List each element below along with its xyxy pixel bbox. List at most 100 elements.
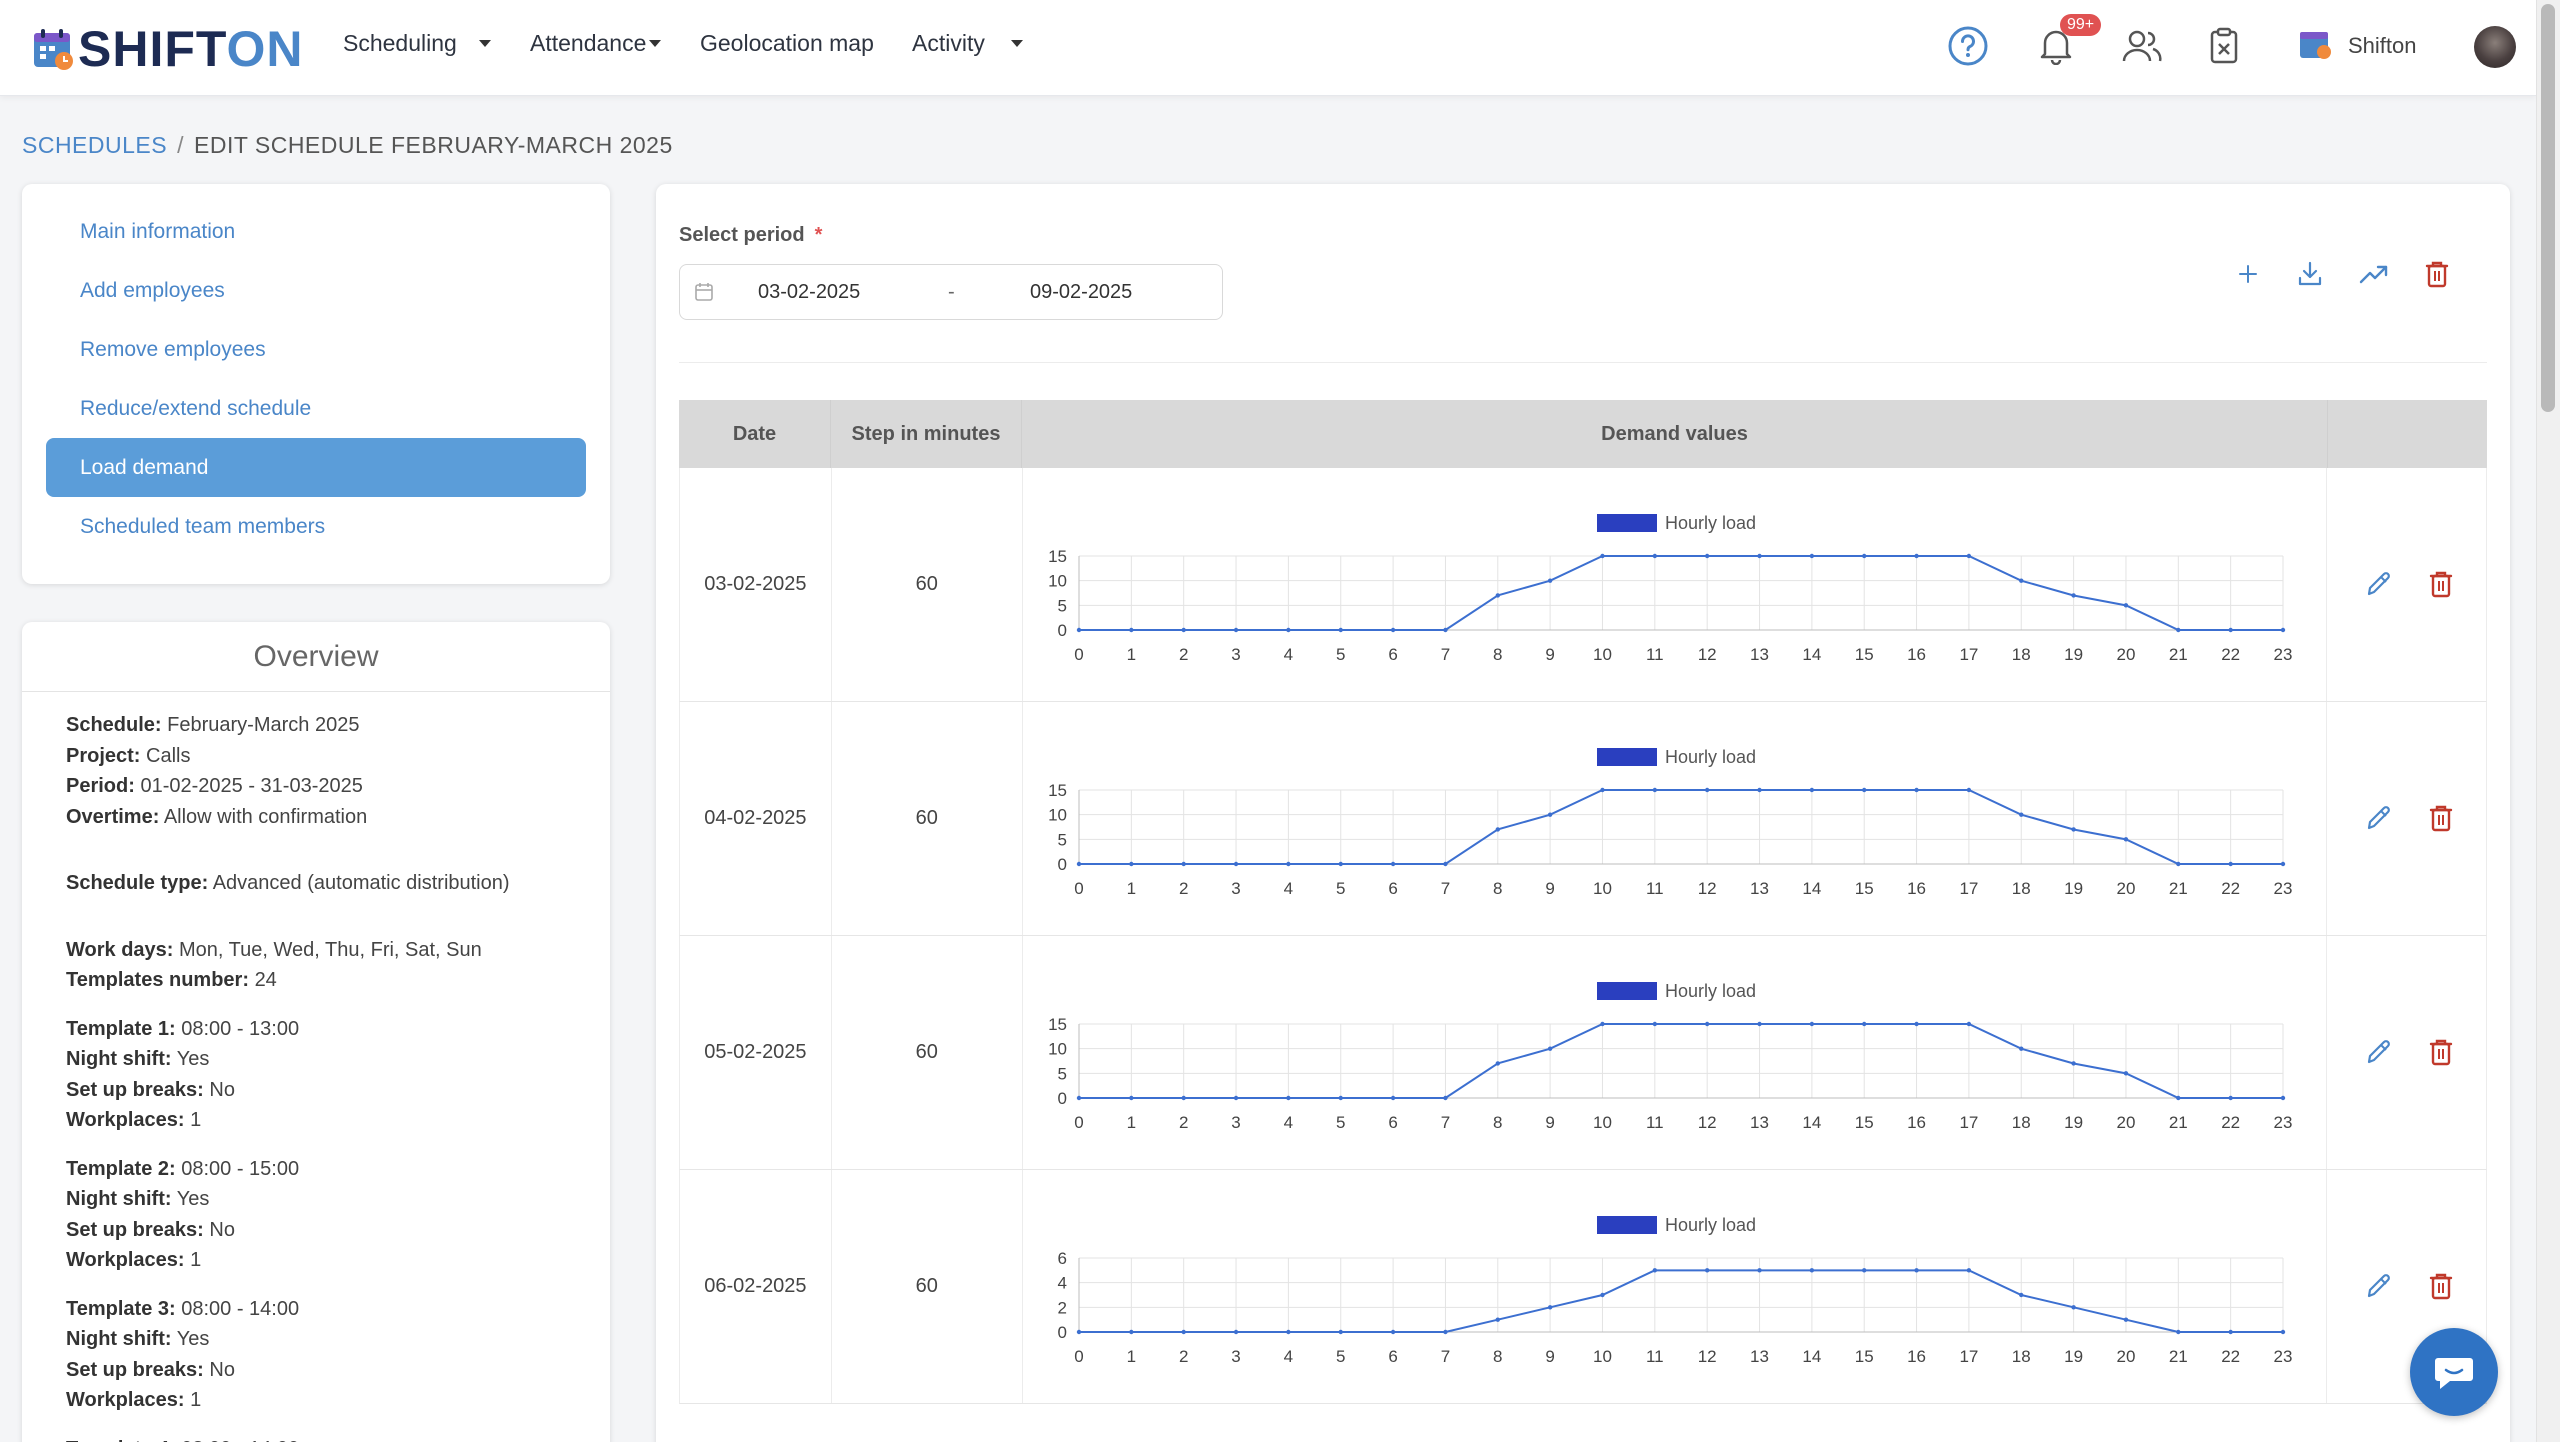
delete-trash-icon[interactable]	[2421, 1266, 2461, 1306]
x-tick-label: 17	[1959, 645, 1978, 664]
delete-trash-icon[interactable]	[2421, 564, 2461, 604]
page-scrollbar[interactable]	[2536, 0, 2560, 1442]
legend-label: Hourly load	[1665, 981, 1756, 1001]
legend-label: Hourly load	[1665, 513, 1756, 533]
hourly-load-point	[2071, 827, 2076, 832]
hourly-load-point	[2175, 861, 2181, 867]
hourly-load-point	[1809, 1268, 1814, 1273]
edit-pencil-icon[interactable]	[2359, 798, 2399, 838]
delete-trash-icon[interactable]	[2421, 798, 2461, 838]
table-row: 03-02-2025 60 Hourly load 0 1 2 3 4 5 6 7 8 9 10 11 12 1…	[679, 468, 2487, 702]
clipboard-task-icon[interactable]	[2202, 24, 2246, 68]
edit-pencil-icon[interactable]	[2359, 1032, 2399, 1072]
menu-scheduled-team-members[interactable]: Scheduled team members	[80, 514, 326, 538]
x-tick-label: 21	[2168, 645, 2187, 664]
hourly-load-point	[1338, 627, 1343, 633]
menu-reduce-extend-schedule[interactable]: Reduce/extend schedule	[80, 396, 312, 420]
x-tick-label: 16	[1907, 879, 1926, 898]
notifications-bell-icon[interactable]: 99+	[2034, 14, 2102, 68]
hourly-load-point	[1495, 1061, 1500, 1066]
x-tick-label: 19	[2064, 1113, 2083, 1132]
hourly-load-point	[1390, 627, 1395, 633]
x-tick-label: 8	[1493, 1347, 1502, 1366]
edit-pencil-icon[interactable]	[2359, 1266, 2399, 1306]
ov-project-label: Project:	[66, 744, 141, 767]
x-tick-label: 21	[2168, 1347, 2187, 1366]
breadcrumb-schedules-link[interactable]: SCHEDULES	[22, 132, 168, 158]
menu-remove-employees[interactable]: Remove employees	[80, 337, 266, 361]
nav-attendance[interactable]: Attendance	[530, 30, 662, 57]
x-tick-label: 9	[1545, 1347, 1554, 1366]
scrollbar-thumb[interactable]	[2541, 4, 2555, 412]
x-tick-label: 4	[1283, 1113, 1292, 1132]
hourly-load-point	[2280, 1095, 2285, 1101]
row-date: 04-02-2025	[680, 702, 832, 935]
shifton-logo[interactable]: SHIFTON	[32, 21, 304, 77]
hourly-load-point	[1861, 1268, 1867, 1273]
x-tick-label: 18	[2011, 645, 2030, 664]
hourly-load-point	[1495, 1317, 1500, 1322]
hourly-load-point	[2228, 1095, 2233, 1101]
x-tick-label: 10	[1593, 645, 1612, 664]
x-tick-label: 8	[1493, 879, 1502, 898]
menu-load-demand[interactable]: Load demand	[46, 438, 586, 497]
x-tick-label: 8	[1493, 1113, 1502, 1132]
hourly-load-point	[1704, 553, 1709, 559]
hourly-load-point	[1390, 1329, 1395, 1335]
delete-all-trash-icon[interactable]	[2415, 252, 2459, 296]
period-date-range-picker[interactable]: 03-02-2025 - 09-02-2025	[679, 264, 1223, 320]
x-tick-label: 3	[1231, 879, 1240, 898]
delete-trash-icon[interactable]	[2421, 1032, 2461, 1072]
company-switcher[interactable]: Shifton	[2296, 26, 2417, 66]
x-tick-label: 7	[1440, 645, 1449, 664]
x-tick-label: 16	[1907, 1347, 1926, 1366]
menu-main-information[interactable]: Main information	[80, 219, 236, 243]
logo-text: SHIFTON	[78, 20, 304, 78]
nav-activity[interactable]: Activity	[912, 30, 1023, 57]
hourly-load-point	[2018, 1046, 2024, 1051]
hourly-load-point	[2175, 1095, 2181, 1101]
users-icon[interactable]	[2120, 24, 2164, 68]
company-logo-icon	[2300, 32, 2331, 59]
overview-card: Overview Schedule: February-March 2025 P…	[22, 622, 610, 1442]
add-icon[interactable]	[2226, 252, 2270, 296]
chat-support-icon[interactable]	[2410, 1328, 2498, 1416]
edit-pencil-icon[interactable]	[2359, 564, 2399, 604]
hourly-load-point	[1547, 578, 1552, 583]
hourly-load-point	[1966, 787, 1971, 793]
period-to-date[interactable]: 09-02-2025	[1030, 280, 1133, 303]
hourly-load-point	[1181, 627, 1186, 633]
x-tick-label: 16	[1907, 645, 1926, 664]
hourly-load-point	[2228, 861, 2233, 867]
nav-geolocation-map[interactable]: Geolocation map	[700, 30, 874, 57]
x-tick-label: 1	[1126, 879, 1135, 898]
x-tick-label: 23	[2273, 1113, 2292, 1132]
hourly-load-point	[2228, 627, 2233, 633]
trend-chart-icon[interactable]	[2352, 252, 2396, 296]
ov-type-label: Schedule type:	[66, 872, 209, 894]
download-icon[interactable]	[2288, 252, 2332, 296]
hourly-load-point	[1547, 1046, 1552, 1051]
help-icon[interactable]	[1946, 24, 1990, 68]
hourly-load-point	[2280, 861, 2285, 867]
user-avatar[interactable]	[2474, 26, 2516, 68]
menu-add-employees[interactable]: Add employees	[80, 278, 225, 302]
x-tick-label: 7	[1440, 879, 1449, 898]
period-from-date[interactable]: 03-02-2025	[758, 280, 861, 303]
hourly-load-point	[1128, 1095, 1134, 1101]
template-label: Template 1:	[66, 1017, 176, 1040]
nav-scheduling[interactable]: Scheduling	[343, 30, 491, 57]
x-tick-label: 11	[1646, 1347, 1664, 1366]
ov-workdays-value: Mon, Tue, Wed, Thu, Fri, Sat, Sun	[179, 938, 482, 961]
x-tick-label: 3	[1231, 1347, 1240, 1366]
breadcrumb-separator: /	[177, 132, 184, 158]
x-tick-label: 5	[1336, 1347, 1345, 1366]
x-tick-label: 5	[1336, 1113, 1345, 1132]
hourly-load-point	[1338, 1095, 1343, 1101]
hourly-load-point	[1913, 787, 1919, 793]
x-tick-label: 23	[2273, 645, 2292, 664]
hourly-load-point	[1442, 1329, 1448, 1335]
